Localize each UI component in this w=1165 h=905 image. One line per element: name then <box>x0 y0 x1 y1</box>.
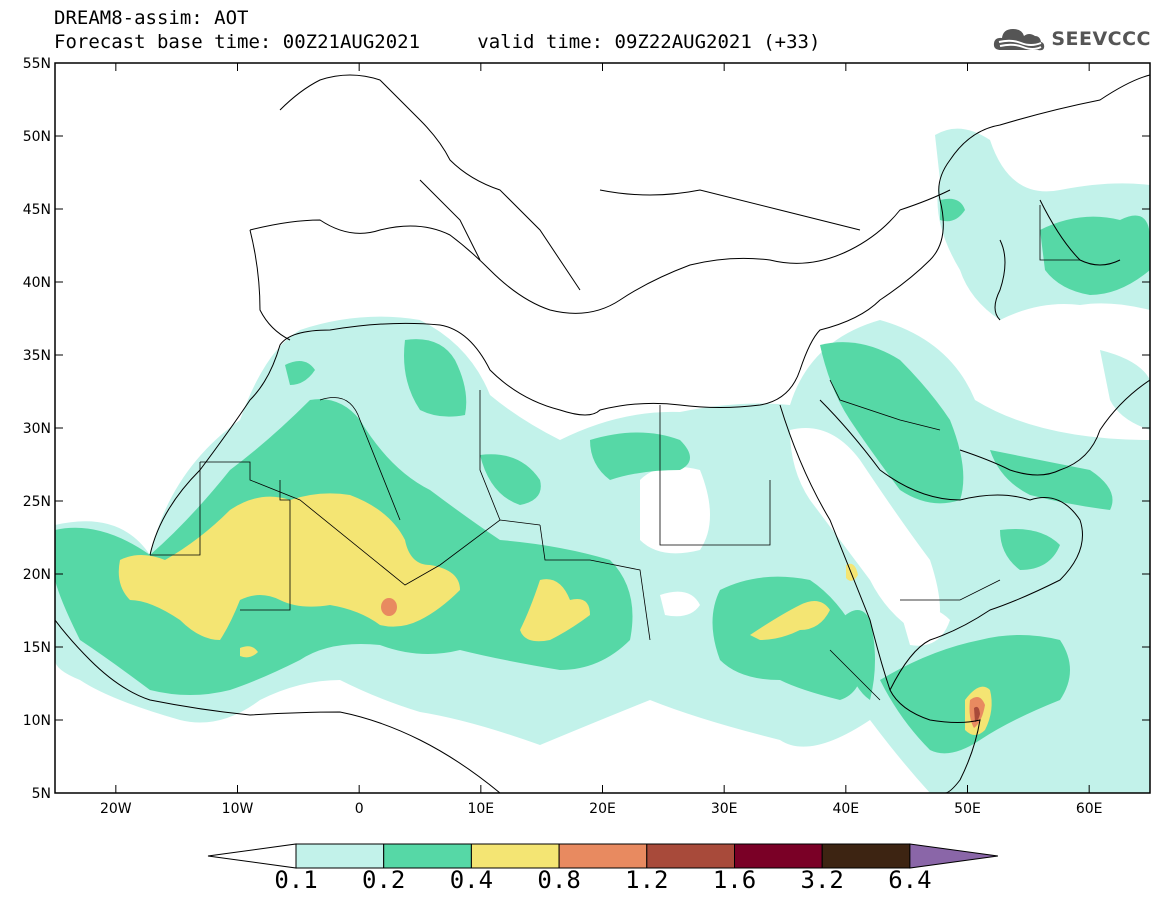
aot-band-1.2-1.6 <box>974 706 980 722</box>
colorbar <box>207 843 998 869</box>
colorbar-segment <box>734 843 823 869</box>
forecast-times: Forecast base time: 00Z21AUG2021 valid t… <box>54 32 820 52</box>
colorbar-level-label: 0.8 <box>537 866 581 894</box>
lon-tick-label: 60E <box>1076 801 1103 817</box>
colorbar-segment <box>821 843 911 869</box>
lat-tick-label: 25N <box>23 494 51 510</box>
aot-gaps <box>640 428 950 646</box>
lat-tick-label: 30N <box>23 421 51 437</box>
colorbar-level-label: 6.4 <box>888 866 932 894</box>
lon-tick-label: 10E <box>467 801 494 817</box>
colorbar-level-label: 0.1 <box>274 866 318 894</box>
colorbar-overflow <box>909 843 998 869</box>
lat-tick-label: 45N <box>23 202 51 218</box>
latitude-axis: 55N 50N 45N 40N 35N 30N 25N 20N 15N 10N 5N <box>23 56 1150 802</box>
lon-tick-label: 30E <box>711 801 738 817</box>
colorbar-level-label: 3.2 <box>800 866 844 894</box>
longitude-axis: 20W 10W 0 10E 20E 30E 40E 50E 60E <box>100 63 1103 817</box>
aot-field <box>55 74 1150 793</box>
colorbar-segment <box>470 843 560 869</box>
colorbar-level-label: 1.2 <box>625 866 669 894</box>
lon-tick-label: 0 <box>355 801 364 817</box>
colorbar-level-label: 0.4 <box>449 866 494 894</box>
colorbar-level-label: 1.6 <box>712 866 757 894</box>
lat-tick-label: 40N <box>23 275 51 291</box>
colorbar-segment <box>646 843 735 869</box>
lon-tick-label: 20E <box>589 801 616 817</box>
map-title: DREAM8-assim: AOT <box>54 7 249 29</box>
colorbar-segment <box>558 843 648 869</box>
colorbar-segment <box>295 843 385 869</box>
base-time: Forecast base time: 00Z21AUG2021 <box>54 31 421 53</box>
lat-tick-label: 15N <box>23 640 51 656</box>
valid-time: valid time: 09Z22AUG2021 (+33) <box>477 31 821 53</box>
lat-tick-label: 55N <box>23 56 51 72</box>
cloud-icon <box>994 29 1045 51</box>
lon-tick-label: 20W <box>100 801 132 817</box>
lat-tick-label: 35N <box>23 348 51 364</box>
lon-tick-label: 50E <box>954 801 981 817</box>
colorbar-level-label: 0.2 <box>362 866 406 894</box>
colorbar-underflow <box>207 843 297 869</box>
lat-tick-label: 20N <box>23 567 51 583</box>
lon-tick-label: 10W <box>222 801 254 817</box>
lat-tick-label: 50N <box>23 129 51 145</box>
country-borders <box>150 205 1080 701</box>
seevccc-logo: SEEVCCC <box>991 24 1151 54</box>
logo-text: SEEVCCC <box>1051 28 1151 50</box>
colorbar-segment <box>383 843 472 869</box>
lat-tick-label: 5N <box>32 786 51 802</box>
aot-band-0.4-0.8 <box>118 493 992 735</box>
lat-tick-label: 10N <box>23 713 51 729</box>
coastlines <box>55 74 1150 793</box>
lon-tick-label: 40E <box>832 801 859 817</box>
